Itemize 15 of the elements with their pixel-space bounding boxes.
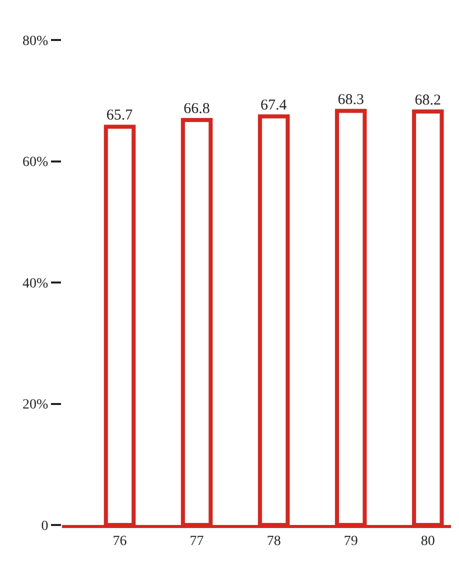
y-tick-label: 60%	[22, 155, 49, 170]
data-label: 66.8	[184, 101, 210, 118]
data-label: 68.2	[414, 92, 442, 109]
x-tick-label: 80	[420, 534, 435, 549]
y-tick-label: 80%	[22, 34, 49, 49]
x-tick-label: 78	[266, 534, 281, 549]
data-label: 67.4	[260, 97, 288, 114]
x-tick-label: 77	[190, 534, 204, 549]
y-tick-label: 0	[41, 518, 48, 534]
x-tick-label: 76	[112, 534, 127, 549]
y-tick-label: 20%	[22, 398, 49, 413]
data-label: 68.3	[338, 92, 364, 108]
x-tick-label: 79	[344, 534, 358, 549]
y-tick-label: 40%	[22, 276, 49, 292]
data-label: 65.7	[106, 108, 134, 124]
